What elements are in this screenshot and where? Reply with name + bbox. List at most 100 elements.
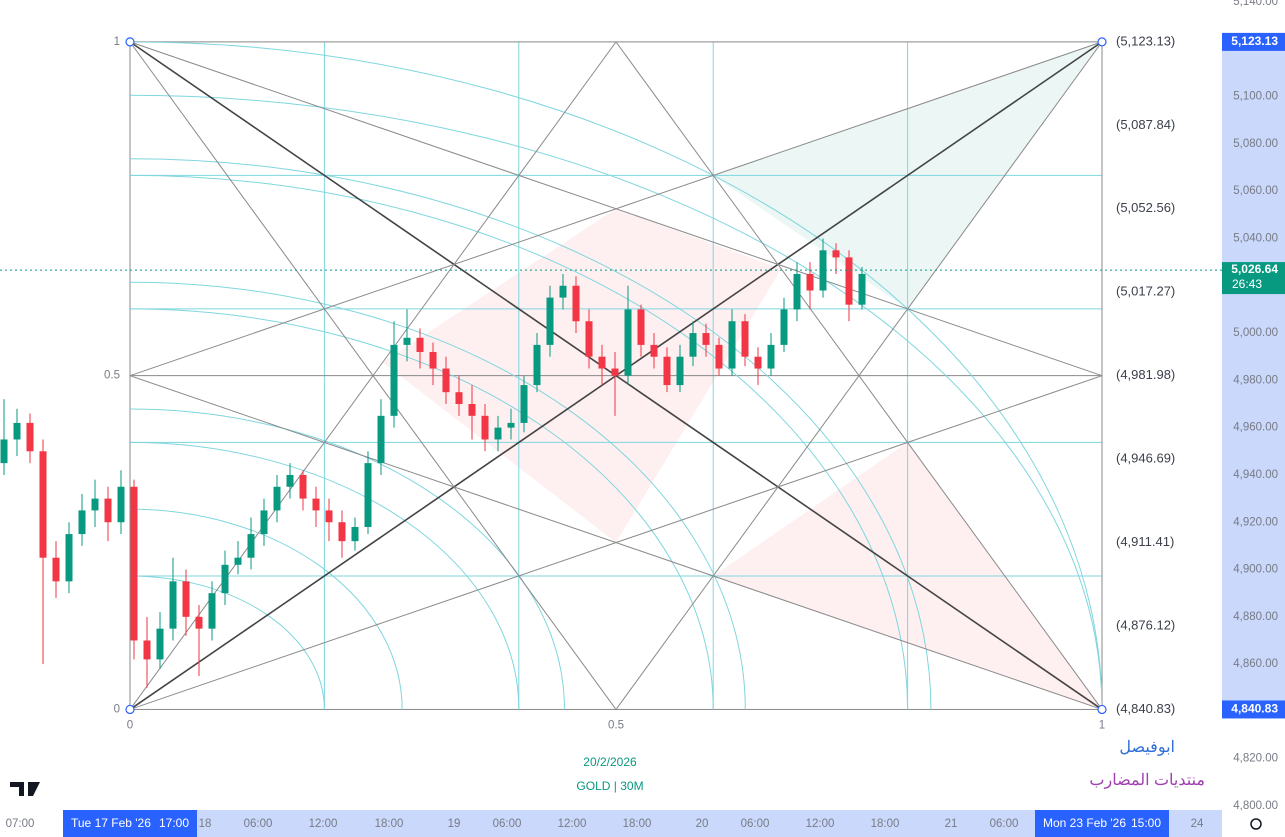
price-tick-label: 5,100.00 <box>1233 91 1278 103</box>
time-tick-label: 20 <box>696 818 709 830</box>
gann-left-label: 0.5 <box>104 370 120 382</box>
candle-body <box>429 351 437 369</box>
time-tick-label: 19 <box>448 818 461 830</box>
time-tick-label: 12:00 <box>806 818 835 830</box>
candle-body <box>494 427 502 440</box>
gann-arc <box>130 281 746 710</box>
candle-body <box>637 309 645 345</box>
time-tick-label: 18:00 <box>623 818 652 830</box>
candle-body <box>715 344 723 369</box>
price-tick-label: 5,080.00 <box>1233 138 1278 150</box>
time-range-date: Mon 23 Feb '26 <box>1043 816 1126 830</box>
candle-body <box>611 368 619 376</box>
watermark-name: ابوفيصل <box>1119 739 1175 756</box>
settings-icon <box>1250 818 1262 830</box>
candle-body <box>845 257 853 305</box>
price-tick-label: 4,800.00 <box>1233 800 1278 812</box>
gann-handle <box>1097 704 1107 715</box>
time-tick-label: 24 <box>1191 818 1204 830</box>
time-tick-label: 07:00 <box>6 818 35 830</box>
candle-body <box>806 273 814 291</box>
price-tick-label: 4,940.00 <box>1233 469 1278 481</box>
candle-body <box>26 422 34 452</box>
candle-body <box>520 385 528 423</box>
price-tick-label: 5,040.00 <box>1233 233 1278 245</box>
candle-body <box>260 510 268 535</box>
gann-bottom-label: 0 <box>127 719 133 731</box>
candle-body <box>624 309 632 376</box>
gann-handle <box>125 704 135 715</box>
price-tick-label: 4,920.00 <box>1233 516 1278 528</box>
candle-body <box>780 309 788 345</box>
gann-level-label: (4,911.41) <box>1116 534 1174 549</box>
time-tick-label: 18:00 <box>375 818 404 830</box>
price-tick-label: 4,860.00 <box>1233 658 1278 670</box>
candle-body <box>273 486 281 511</box>
candle-body <box>325 510 333 523</box>
time-range-badge <box>63 810 197 837</box>
gann-level-label: (5,087.84) <box>1116 117 1175 132</box>
time-tick-label: 12:00 <box>558 818 587 830</box>
gann-level-label: (5,123.13) <box>1116 33 1175 48</box>
time-tick-label: 18:00 <box>871 818 900 830</box>
candle-body <box>208 593 216 629</box>
gann-level-label: (4,981.98) <box>1116 367 1175 382</box>
candle-body <box>143 640 151 660</box>
price-tick-label: 4,820.00 <box>1233 753 1278 765</box>
gann-fan <box>615 41 1103 710</box>
gann-level-label: (4,946.69) <box>1116 451 1175 466</box>
gann-bottom-label: 1 <box>1099 719 1105 731</box>
candle-body <box>65 534 73 582</box>
candle-body <box>52 557 60 582</box>
candle-body <box>104 498 112 523</box>
gann-left-label: 0 <box>114 703 120 715</box>
caption-symbol: GOLD | 30M <box>576 779 643 793</box>
price-tick-label: 4,960.00 <box>1233 422 1278 434</box>
candle-body <box>481 415 489 440</box>
candle-body <box>13 422 21 440</box>
range-badge <box>1222 32 1285 51</box>
time-tick-label: 06:00 <box>990 818 1019 830</box>
candle-body <box>858 273 866 305</box>
watermark-forum: منتديات المضارب <box>1089 772 1205 789</box>
current-price-label: 5,026.64 <box>1231 262 1278 276</box>
candle-body <box>338 522 346 542</box>
candle-body <box>39 451 47 558</box>
price-tick-label: 4,980.00 <box>1233 374 1278 386</box>
time-tick-label: 06:00 <box>493 818 522 830</box>
candle-body <box>416 337 424 352</box>
gann-arc <box>130 508 403 710</box>
time-tick-label: 21 <box>945 818 958 830</box>
price-tick-label: 4,900.00 <box>1233 564 1278 576</box>
candle-body <box>442 368 450 393</box>
gann-arc <box>130 94 1102 710</box>
candle-body <box>702 333 710 345</box>
time-range-badge <box>1035 810 1169 837</box>
candle-body <box>247 534 255 558</box>
range-badge-label: 4,840.83 <box>1231 702 1278 716</box>
gann-fan <box>129 41 1103 377</box>
candle-body <box>286 474 294 487</box>
price-tick-label: 4,880.00 <box>1233 611 1278 623</box>
candle-body <box>650 344 658 357</box>
candle-body <box>312 498 320 511</box>
gann-handle <box>1097 37 1107 47</box>
price-tick-label: 5,140.00 <box>1233 0 1278 8</box>
candle-body <box>117 486 125 523</box>
candle-body <box>455 392 463 404</box>
candle-body <box>403 337 411 345</box>
candle-body <box>390 344 398 416</box>
time-tick-label: 12:00 <box>309 818 338 830</box>
candle-body <box>793 273 801 310</box>
candle-body <box>351 526 359 542</box>
price-range-highlight <box>1222 41 1285 710</box>
candle-body <box>299 474 307 499</box>
candle-body <box>663 356 671 386</box>
candle-body <box>130 486 138 641</box>
candle-body <box>221 564 229 594</box>
candle-body <box>741 321 749 357</box>
gann-fan <box>129 375 1103 710</box>
candle-body <box>728 321 736 369</box>
candle-body <box>364 463 372 527</box>
